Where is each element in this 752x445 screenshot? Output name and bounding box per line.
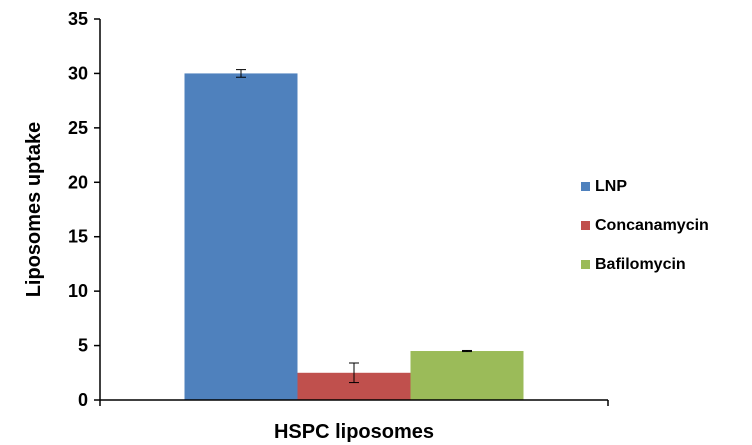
y-tick-label: 25 — [68, 118, 88, 138]
legend: LNP Concanamycin Bafilomycin — [581, 178, 709, 273]
error-bars — [236, 69, 472, 384]
bar-bafilomycin — [410, 351, 524, 400]
legend-item-lnp: LNP — [581, 178, 627, 195]
y-tick-label: 10 — [68, 281, 88, 301]
legend-swatch — [581, 260, 590, 269]
legend-item-concanamycin: Concanamycin — [581, 217, 709, 234]
legend-swatch — [581, 182, 590, 191]
y-axis-title: Liposomes uptake — [23, 122, 45, 298]
y-tick-label: 15 — [68, 227, 88, 247]
y-tick-label: 5 — [78, 336, 88, 356]
bars — [184, 73, 524, 400]
y-axis-ticks: 0 5 10 15 20 25 30 35 — [68, 9, 100, 410]
legend-label: LNP — [595, 178, 627, 195]
legend-label: Bafilomycin — [595, 256, 686, 273]
x-axis-title: HSPC liposomes — [274, 421, 434, 443]
error-bar-lnp — [236, 69, 246, 78]
legend-swatch — [581, 221, 590, 230]
error-bar-concanamycin — [349, 362, 359, 384]
y-tick-label: 20 — [68, 172, 88, 192]
legend-label: Concanamycin — [595, 217, 709, 234]
y-tick-label: 30 — [68, 63, 88, 83]
y-tick-label: 0 — [78, 390, 88, 410]
y-tick-label: 35 — [68, 9, 88, 29]
error-bar-bafilomycin — [462, 349, 472, 353]
legend-item-bafilomycin: Bafilomycin — [581, 256, 686, 273]
bar-lnp — [184, 73, 298, 400]
